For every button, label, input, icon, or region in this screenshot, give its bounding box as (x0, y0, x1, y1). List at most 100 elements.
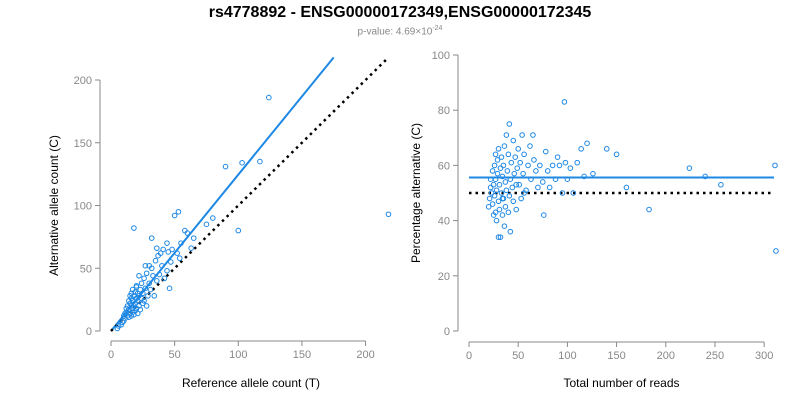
left-x-tick-label: 50 (169, 349, 181, 361)
right-data-point (508, 159, 515, 166)
right-data-point (485, 204, 492, 210)
right-data-point (531, 157, 537, 163)
right-y-tick-label: 0 (444, 326, 450, 338)
right-data-point (546, 184, 553, 191)
right-data-point (539, 179, 546, 185)
left-data-point (160, 246, 166, 253)
right-data-point (521, 190, 527, 196)
right-data-point (487, 184, 494, 191)
right-data-point (512, 154, 519, 160)
left-data-point (174, 250, 180, 256)
right-data-point (509, 184, 516, 191)
right-data-point (492, 209, 499, 216)
p-value-exponent: -24 (432, 25, 443, 32)
left-x-tick-label: 0 (108, 349, 114, 361)
right-data-point (686, 165, 693, 171)
left-data-point (133, 283, 140, 289)
right-data-point (773, 248, 779, 254)
left-x-tick-label: 150 (293, 349, 311, 361)
left-data-point (136, 272, 142, 279)
right-data-point (519, 132, 525, 138)
right-data-point (499, 212, 506, 218)
right-data-point (500, 162, 507, 169)
right-data-point (511, 170, 518, 177)
percentage-alternative-scatter-panel: 0 50 100 150 200 250 300 0 20 40 60 80 100 Total numb… (409, 50, 779, 390)
right-data-point (513, 206, 520, 213)
right-x-tick-label: 50 (512, 350, 524, 362)
right-data-point (495, 198, 502, 205)
right-data-point (506, 192, 513, 199)
right-data-point (491, 192, 498, 199)
right-data-point (491, 162, 498, 169)
right-data-point (525, 162, 531, 169)
left-data-point (146, 280, 152, 287)
right-data-point (517, 159, 523, 166)
right-data-point (535, 184, 541, 191)
right-data-point (702, 173, 708, 180)
right-y-tick-label: 40 (438, 216, 450, 228)
right-data-point (501, 223, 508, 229)
left-data-point (140, 290, 146, 297)
right-data-point (533, 168, 539, 174)
left-data-point (143, 270, 150, 277)
left-y-tick-label: 50 (80, 263, 92, 275)
right-data-point (507, 176, 514, 182)
left-data-point (175, 208, 182, 215)
left-data-point (138, 280, 145, 287)
right-data-point (613, 151, 620, 158)
right-data-point (590, 170, 596, 177)
left-data-point (150, 272, 156, 279)
right-data-point (527, 143, 533, 149)
left-data-point (166, 285, 173, 292)
left-data-point (178, 240, 184, 246)
right-x-tick-label: 250 (706, 350, 724, 362)
right-data-point (646, 206, 652, 213)
p-value-label: p-value: 4.69×10-24 (0, 25, 800, 37)
left-data-point (141, 298, 147, 304)
right-data-point (503, 187, 510, 194)
left-data-point (137, 286, 144, 293)
left-data-point (137, 306, 144, 313)
right-data-point (528, 176, 534, 182)
left-data-point (151, 293, 158, 299)
left-data-point (164, 267, 170, 274)
right-data-point (554, 154, 561, 160)
left-data-point (203, 221, 210, 228)
right-data-point (562, 159, 569, 166)
left-data-point (148, 265, 155, 272)
right-y-tick-label: 100 (432, 50, 450, 62)
right-data-point (521, 151, 527, 158)
right-y-tick-label: 20 (438, 271, 450, 283)
right-data-point (490, 181, 497, 188)
left-data-point (164, 240, 170, 246)
right-data-point (507, 228, 514, 235)
left-x-tick-label: 100 (229, 349, 247, 361)
left-data-point (385, 211, 392, 218)
left-data-point (165, 249, 172, 255)
left-y-tick-label: 200 (74, 75, 92, 87)
right-data-point (510, 137, 517, 144)
left-data-point (154, 278, 160, 284)
right-data-point (513, 181, 520, 188)
right-y-tick-label: 60 (438, 160, 450, 172)
right-data-point (494, 170, 501, 177)
right-data-point (492, 151, 499, 158)
left-data-point (134, 298, 141, 304)
right-data-point (530, 132, 536, 138)
right-data-point (574, 159, 581, 166)
left-x-tick-label: 200 (356, 349, 374, 361)
left-data-point (147, 286, 154, 293)
right-data-point (772, 162, 778, 169)
right-x-tick-label: 200 (657, 350, 675, 362)
left-data-point (119, 319, 126, 326)
right-data-point (503, 132, 510, 138)
right-data-point (502, 204, 509, 210)
right-data-point (501, 143, 508, 149)
right-data-point (505, 209, 512, 216)
right-x-tick-label: 100 (558, 350, 576, 362)
right-data-point (499, 195, 506, 202)
left-y-tick-label: 100 (74, 201, 92, 213)
right-data-point (581, 173, 587, 180)
left-data-point (257, 158, 263, 165)
right-data-point (540, 212, 547, 218)
